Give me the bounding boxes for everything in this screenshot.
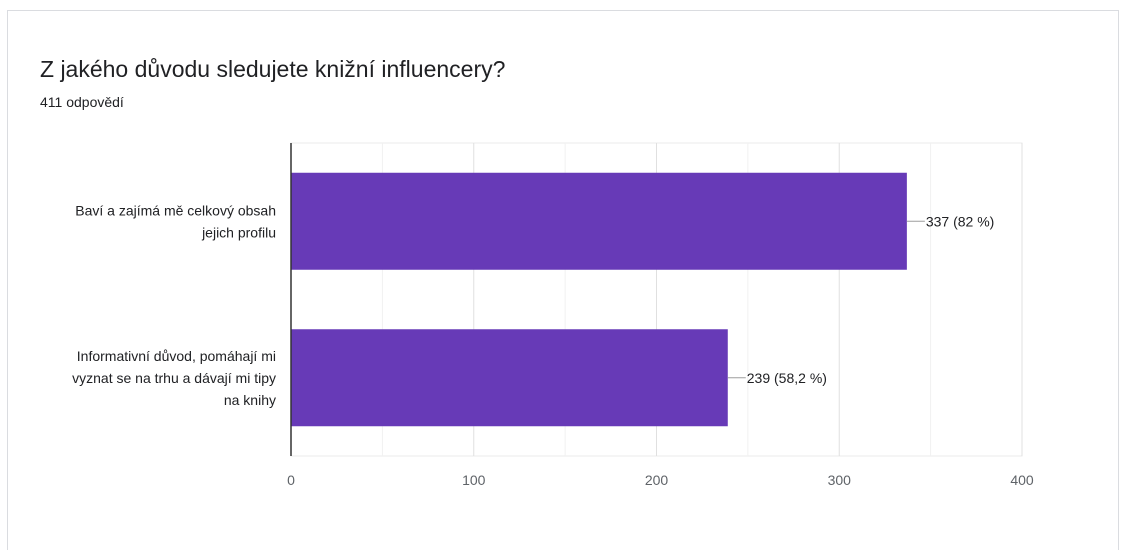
x-tick-label: 100 xyxy=(462,472,486,488)
x-tick-label: 200 xyxy=(645,472,669,488)
category-label: na knihy xyxy=(224,392,276,408)
response-count: 411 odpovědí xyxy=(40,94,124,110)
question-title: Z jakého důvodu sledujete knižní influen… xyxy=(40,56,506,82)
category-label: Informativní důvod, pomáhají mi xyxy=(77,348,276,364)
data-label: 239 (58,2 %) xyxy=(747,370,827,386)
data-label: 337 (82 %) xyxy=(926,213,994,229)
x-tick-label: 400 xyxy=(1010,472,1034,488)
x-tick-label: 300 xyxy=(828,472,852,488)
x-tick-label: 0 xyxy=(287,472,295,488)
bar xyxy=(291,329,728,427)
bar xyxy=(291,172,907,270)
category-label: Baví a zajímá mě celkový obsah xyxy=(75,202,276,218)
category-label: vyznat se na trhu a dávají mi tipy xyxy=(72,370,276,386)
category-label: jejich profilu xyxy=(201,224,276,240)
chart-card xyxy=(7,10,1119,550)
